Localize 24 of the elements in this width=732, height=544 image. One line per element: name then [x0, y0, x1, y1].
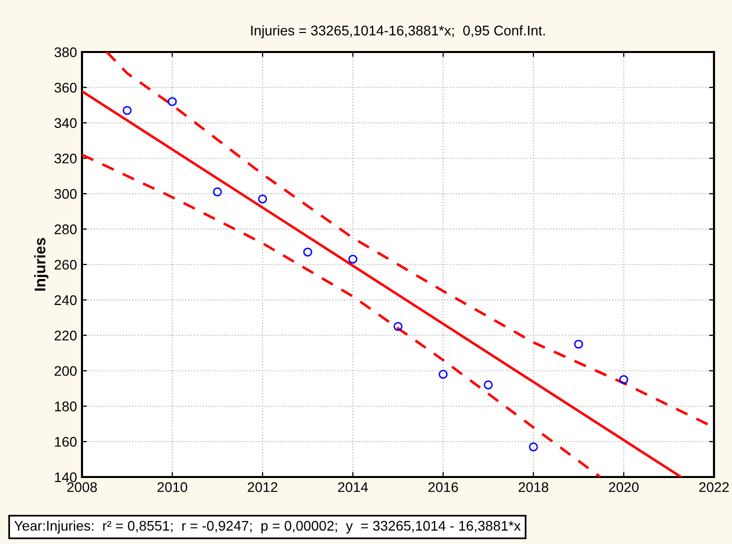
y-tick-label: 220	[54, 330, 77, 341]
y-tick-label: 320	[54, 154, 77, 164]
y-tick-label: 280	[54, 224, 77, 234]
x-tick-label: 2008	[67, 482, 97, 492]
y-tick-label: 240	[54, 295, 77, 306]
x-tick-label: 2014	[338, 482, 368, 492]
text: Year:Injuries: r² = 0,8551; r = -0,9247; p = 0,00002; y = 33265,1014 - 16,3881*x	[14, 520, 521, 534]
y-tick-label: 140	[55, 472, 77, 482]
y-tick-label: 160	[55, 436, 77, 447]
x-tick-label: 2022	[699, 482, 729, 492]
x-tick-label: 2018	[518, 482, 548, 492]
y-tick-label: 180	[55, 402, 77, 412]
x-tick-label: 2012	[248, 482, 278, 492]
x-tick-label: 2020	[608, 482, 639, 492]
y-tick-label: 260	[54, 260, 77, 270]
y-tick-label: 340	[54, 118, 77, 128]
x-tick-label: 2016	[428, 482, 458, 492]
y-tick-label: 200	[54, 366, 77, 376]
x-tick-label: 2010	[158, 482, 188, 492]
y-axis-title: Injuries	[34, 238, 48, 291]
y-tick-label: 360	[54, 82, 77, 93]
y-tick-label: 300	[54, 189, 77, 199]
chart-title: Injuries = 33265,1014-16,3881*x; 0,95 Conf.Int.	[251, 25, 545, 38]
y-tick-label: 380	[54, 47, 77, 58]
